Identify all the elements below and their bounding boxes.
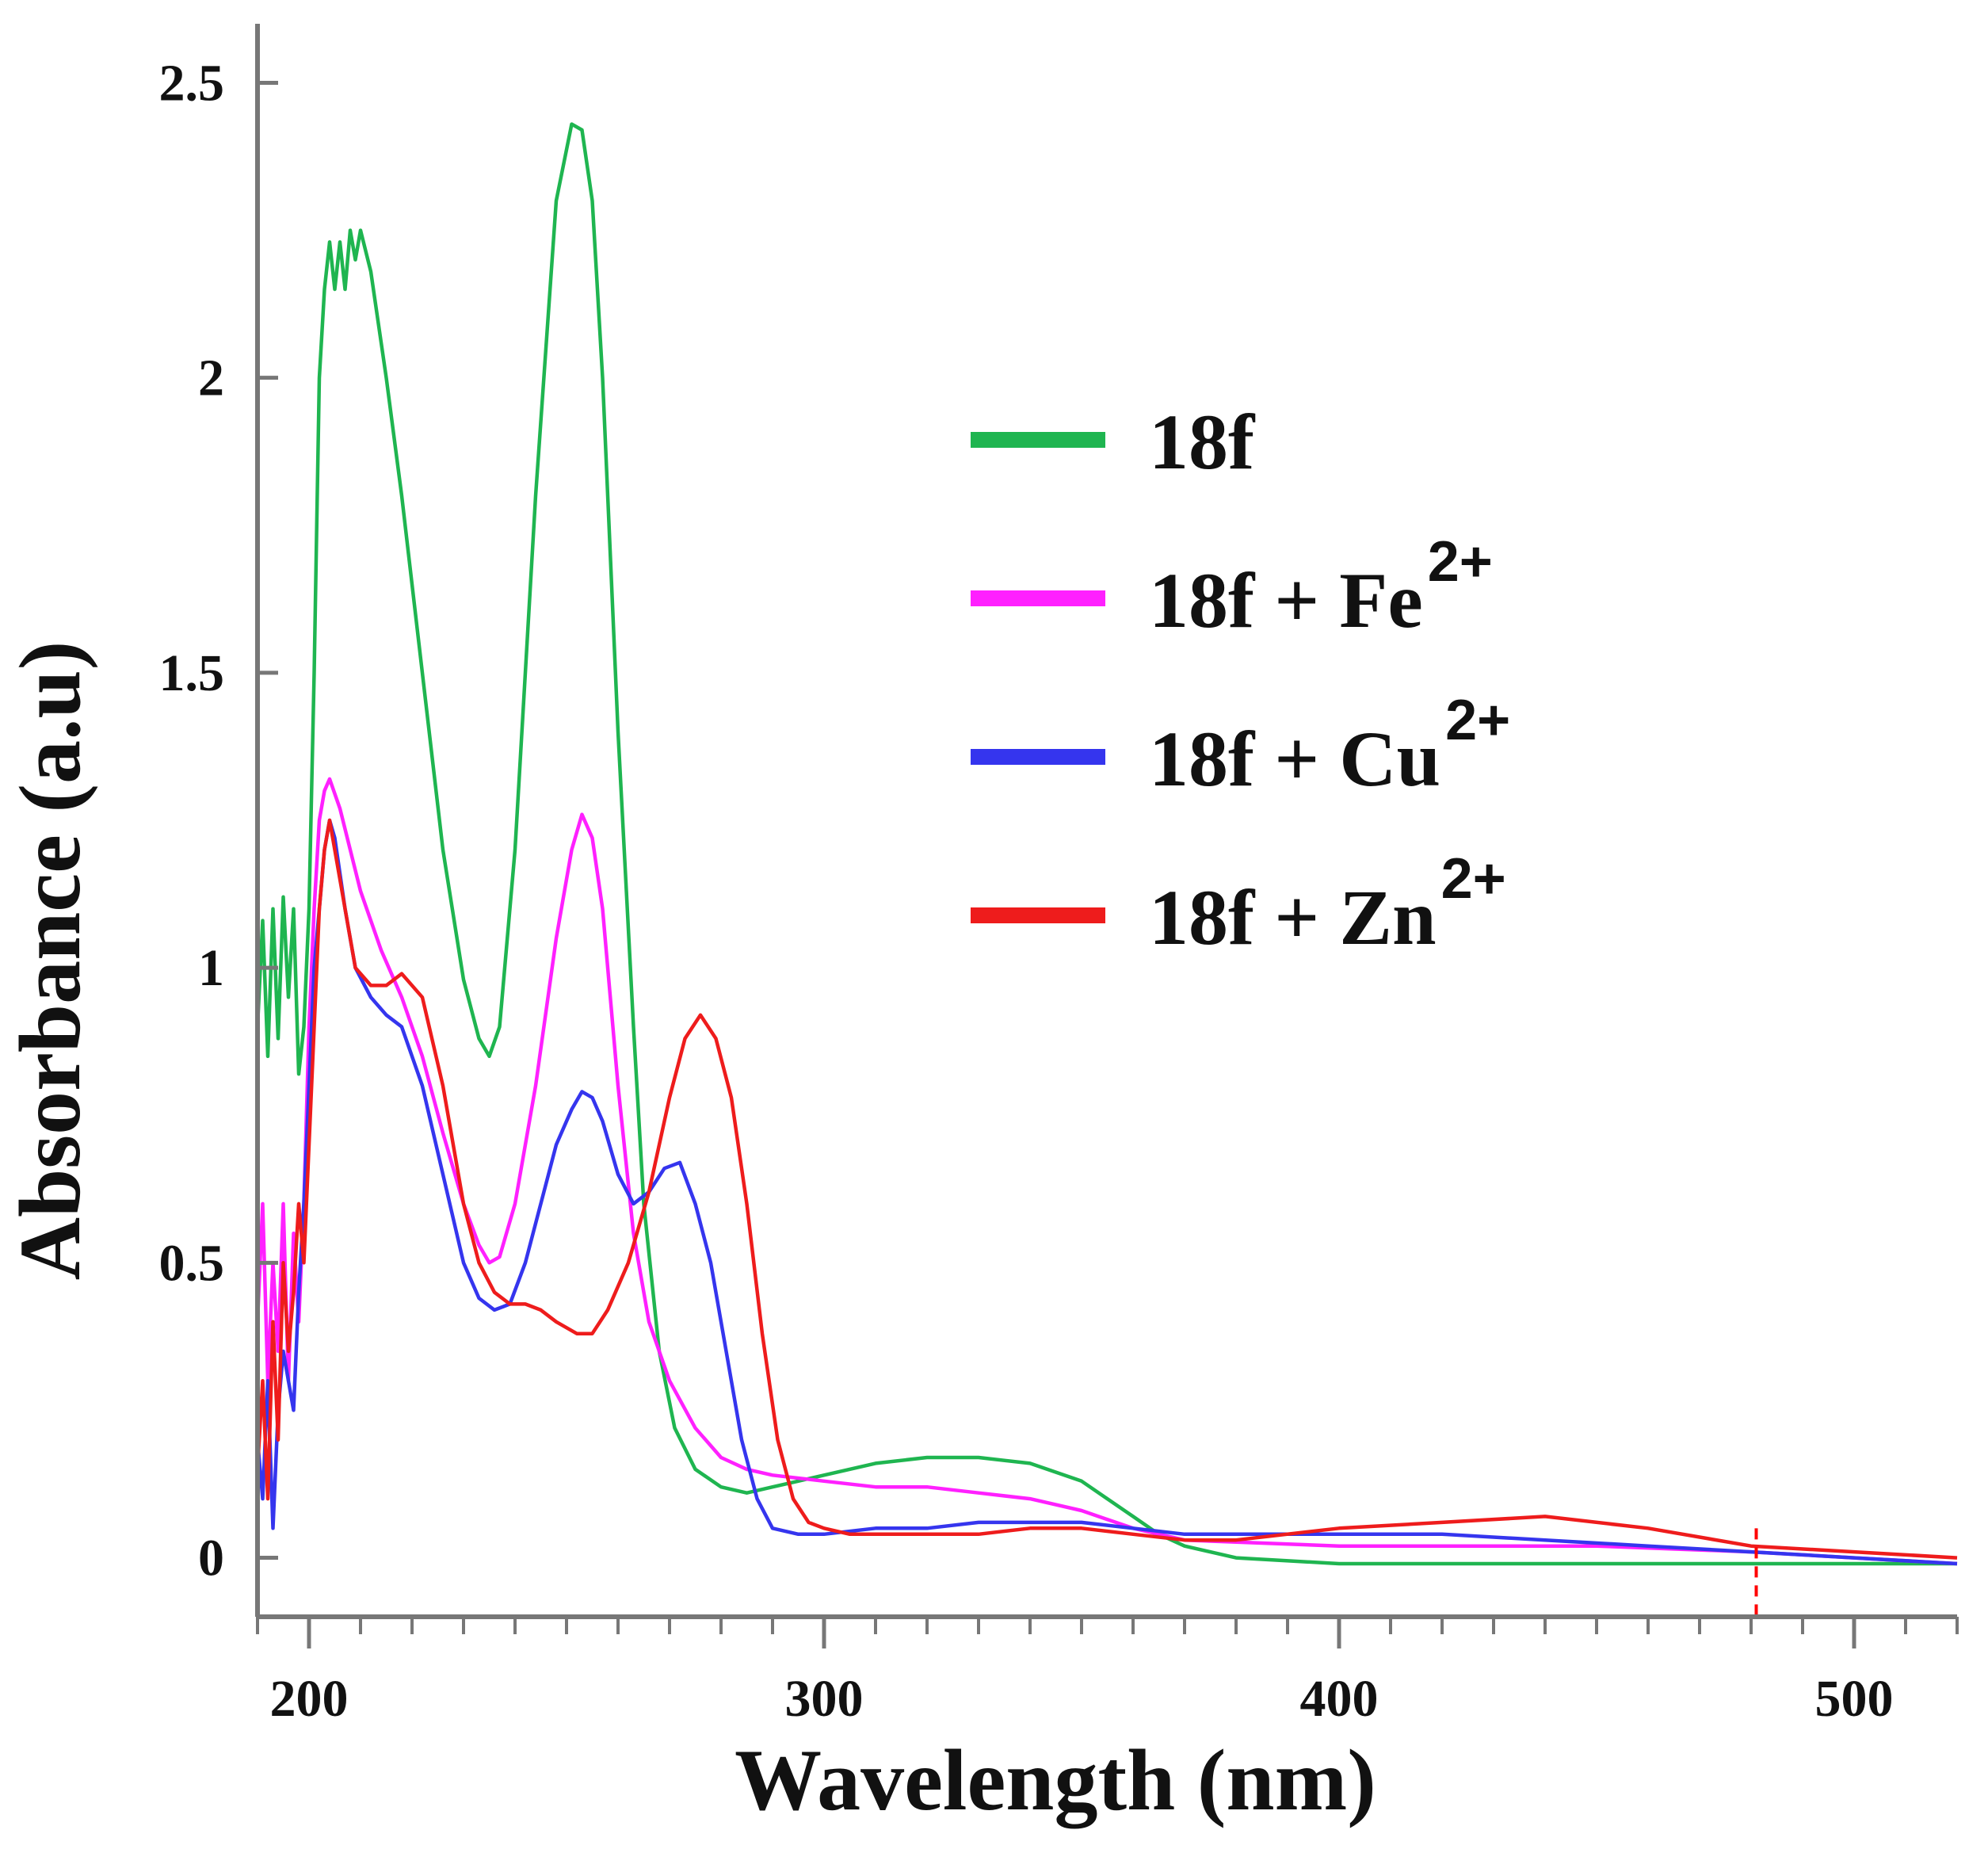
x-axis-ticks: 200 300 400 500	[256, 1617, 1959, 1728]
legend-label: 18f	[1149, 398, 1256, 486]
legend-label: 18f + Zn	[1149, 873, 1437, 961]
y-tick-label: 2.5	[159, 54, 225, 112]
x-tick-label: 500	[1815, 1670, 1894, 1728]
legend-entry: 18f + Fe 2+	[971, 530, 1493, 644]
x-axis-title: Wavelength (nm)	[735, 1732, 1376, 1828]
y-tick-label: 2	[198, 350, 224, 407]
y-axis-ticks: 0 0.5 1 1.5 2 2.5	[159, 54, 278, 1587]
legend-label-superscript: 2+	[1441, 847, 1506, 911]
legend-label-superscript: 2+	[1445, 689, 1510, 752]
y-tick-label: 1	[198, 939, 224, 997]
series-line-18f-cu2-	[255, 818, 1958, 1566]
legend-entry: 18f + Cu 2+	[971, 689, 1510, 803]
series-line-18f	[255, 122, 1957, 1566]
y-tick-label: 1.5	[159, 644, 225, 702]
plot-area	[255, 122, 1958, 1617]
y-axis-title: Absorbance (a.u)	[2, 641, 98, 1281]
x-tick-label: 300	[785, 1670, 864, 1728]
legend-label: 18f + Fe	[1149, 556, 1423, 644]
series-line-18f-zn2-	[255, 818, 1958, 1560]
legend-label: 18f + Cu	[1149, 715, 1440, 803]
x-tick-label: 200	[270, 1670, 349, 1728]
axes: 0 0.5 1 1.5 2 2.5 200 300 400 500	[159, 24, 1959, 1728]
legend-entry: 18f	[971, 398, 1256, 486]
legend-label-superscript: 2+	[1428, 530, 1493, 594]
x-tick-label: 400	[1300, 1670, 1379, 1728]
y-tick-label: 0.5	[159, 1234, 225, 1292]
series-lines	[255, 122, 1958, 1566]
y-tick-label: 0	[198, 1530, 224, 1587]
legend-entry: 18f + Zn 2+	[971, 847, 1506, 961]
